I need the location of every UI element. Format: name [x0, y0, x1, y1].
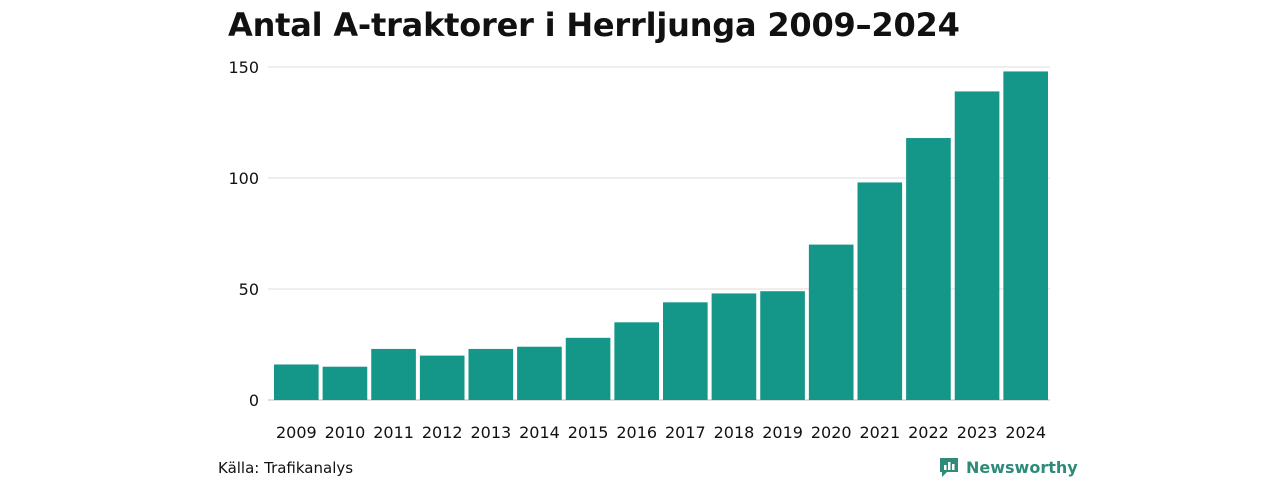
bar-2019	[760, 291, 805, 400]
x-tick-label: 2023	[957, 423, 998, 442]
source-note: Källa: Trafikanalys	[218, 459, 354, 477]
brand-name: Newsworthy	[966, 457, 1078, 477]
bar-2021	[857, 182, 903, 400]
bar-2018	[711, 293, 757, 400]
brand-logo: Newsworthy	[938, 456, 1078, 478]
bar-2014	[517, 346, 562, 400]
bar-2024	[1003, 71, 1048, 400]
x-tick-label: 2012	[422, 423, 463, 442]
bar-2023	[954, 91, 1000, 401]
bar-2016	[614, 322, 659, 400]
y-tick-label: 50	[239, 280, 259, 299]
bar-2012	[419, 355, 465, 400]
y-tick-label: 100	[228, 169, 259, 188]
bar-2009	[274, 364, 319, 400]
x-tick-label: 2019	[762, 423, 803, 442]
x-tick-label: 2015	[568, 423, 609, 442]
bar-2011	[371, 348, 416, 400]
x-tick-label: 2013	[470, 423, 511, 442]
bar-2015	[565, 337, 611, 400]
x-tick-label: 2011	[373, 423, 414, 442]
x-tick-label: 2018	[714, 423, 755, 442]
x-tick-label: 2009	[276, 423, 317, 442]
x-tick-label: 2010	[325, 423, 366, 442]
x-tick-label: 2024	[1005, 423, 1046, 442]
x-tick-label: 2021	[859, 423, 900, 442]
x-tick-label: 2022	[908, 423, 949, 442]
y-tick-label: 150	[228, 58, 259, 77]
chart-title: Antal A-traktorer i Herrljunga 2009–2024	[228, 6, 960, 44]
bar-chart-speech-bubble-icon	[940, 458, 958, 477]
bar-2013	[468, 348, 514, 400]
bar-2010	[322, 366, 368, 400]
bar-2020	[808, 244, 854, 400]
bar-2022	[906, 138, 951, 401]
bar-2017	[663, 302, 708, 400]
y-tick-label: 0	[249, 391, 259, 410]
x-tick-label: 2014	[519, 423, 560, 442]
x-tick-label: 2020	[811, 423, 852, 442]
x-tick-label: 2017	[665, 423, 706, 442]
x-tick-label: 2016	[616, 423, 657, 442]
